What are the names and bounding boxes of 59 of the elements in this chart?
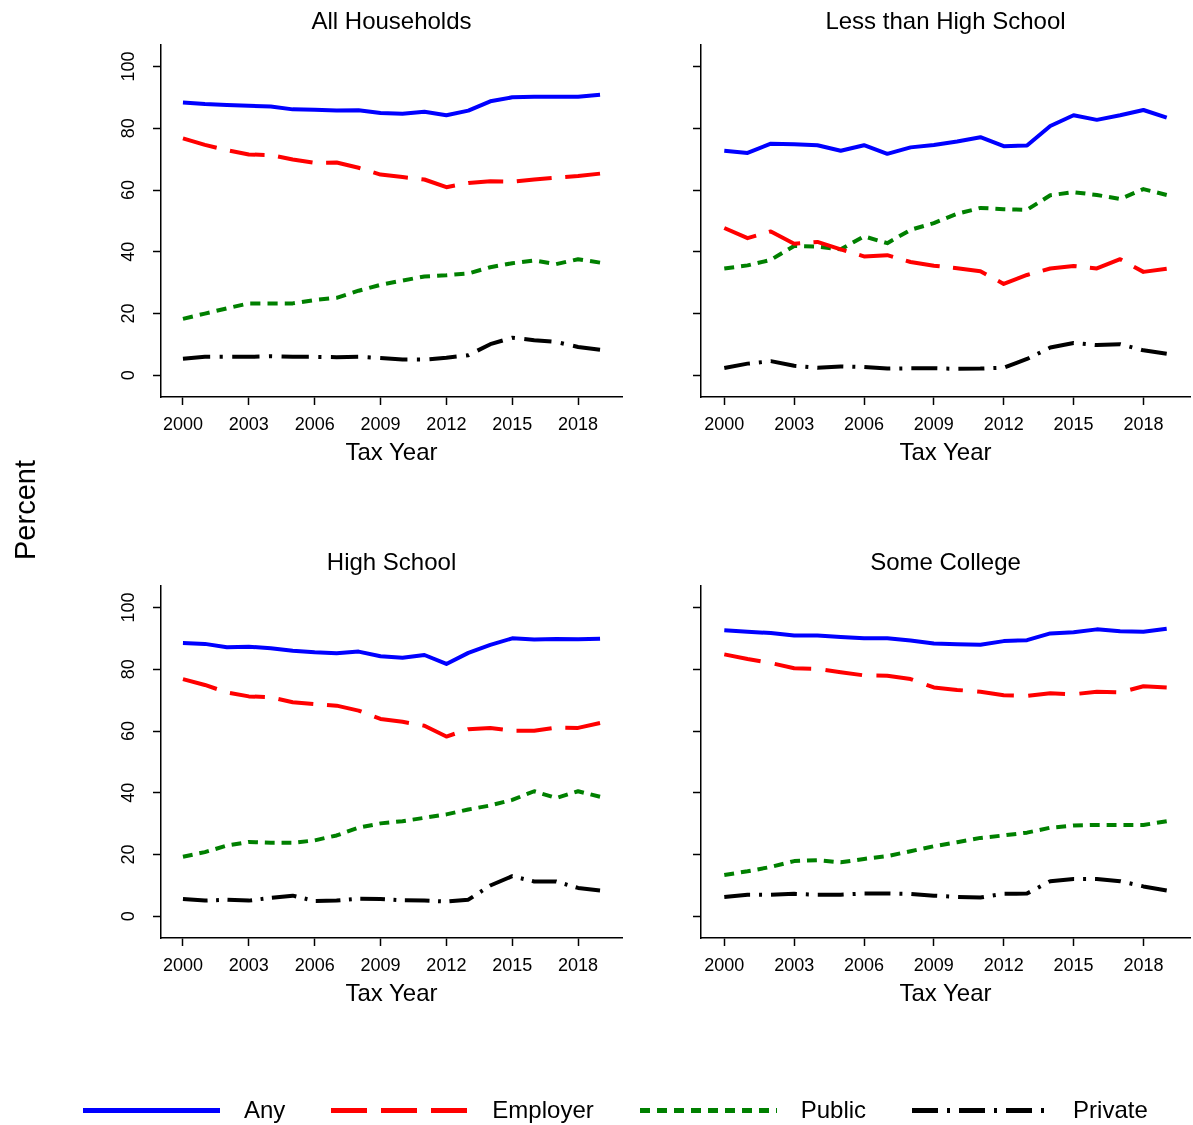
y-tick-label: 80 <box>117 659 138 680</box>
x-tick-label: 2000 <box>704 413 745 434</box>
x-tick-label: 2000 <box>162 954 203 975</box>
y-tick-label: 60 <box>117 179 138 201</box>
chart-title: High School <box>326 548 457 576</box>
x-axis-title: Tax Year <box>345 438 438 466</box>
x-tick-label: 2000 <box>162 413 203 434</box>
legend-label: Private <box>1073 1096 1148 1123</box>
y-tick-label: 40 <box>117 241 138 262</box>
y-tick-label: 80 <box>117 118 138 139</box>
line-series <box>180 257 603 321</box>
x-tick-label: 2018 <box>558 954 599 975</box>
x-tick-label: 2009 <box>360 413 401 434</box>
x-tick-label: 2018 <box>558 413 599 434</box>
x-tick-label: 2018 <box>1123 413 1164 434</box>
x-tick-label: 2009 <box>360 954 401 975</box>
x-axis-title: Tax Year <box>899 438 992 466</box>
x-tick-label: 2015 <box>1053 954 1094 975</box>
line-series <box>180 874 603 904</box>
y-tick-label: 40 <box>117 782 138 803</box>
x-tick-label: 2003 <box>774 954 815 975</box>
x-tick-label: 2006 <box>294 413 335 434</box>
x-tick-label: 2009 <box>913 413 954 434</box>
x-tick-label: 2015 <box>1053 413 1094 434</box>
chart-title: All Households <box>311 7 472 35</box>
x-axis-title: Tax Year <box>899 979 992 1007</box>
y-tick-label: 0 <box>117 370 138 381</box>
x-tick-label: 2003 <box>228 413 269 434</box>
line-series <box>180 789 603 859</box>
x-axis-title: Tax Year <box>345 979 438 1007</box>
x-tick-label: 2012 <box>983 954 1024 975</box>
x-tick-label: 2012 <box>426 413 467 434</box>
x-tick-label: 2000 <box>704 954 745 975</box>
y-tick-label: 20 <box>117 303 138 324</box>
y-tick-label: 60 <box>117 720 138 742</box>
x-tick-label: 2015 <box>492 954 533 975</box>
x-tick-label: 2012 <box>983 413 1024 434</box>
x-tick-label: 2006 <box>294 954 335 975</box>
chart-title: Less than High School <box>825 7 1066 35</box>
y-tick-label: 100 <box>117 51 138 82</box>
x-tick-label: 2009 <box>913 954 954 975</box>
legend-label: Public <box>800 1096 867 1123</box>
x-tick-label: 2012 <box>426 954 467 975</box>
y-tick-label: 0 <box>117 911 138 922</box>
x-tick-label: 2018 <box>1123 954 1164 975</box>
y-tick-label: 20 <box>117 844 138 865</box>
chart-title: Some College <box>870 548 1021 576</box>
legend-label: Any <box>244 1096 286 1123</box>
x-tick-label: 2006 <box>843 954 885 975</box>
y-axis-title: Percent <box>8 460 41 560</box>
x-tick-label: 2015 <box>492 413 533 434</box>
x-tick-label: 2003 <box>228 954 269 975</box>
line-series <box>180 136 603 190</box>
line-series <box>180 335 603 362</box>
legend-label: Employer <box>492 1096 594 1123</box>
x-tick-label: 2006 <box>843 413 885 434</box>
x-tick-label: 2003 <box>774 413 815 434</box>
y-tick-label: 100 <box>117 592 138 623</box>
line-series <box>180 677 603 739</box>
